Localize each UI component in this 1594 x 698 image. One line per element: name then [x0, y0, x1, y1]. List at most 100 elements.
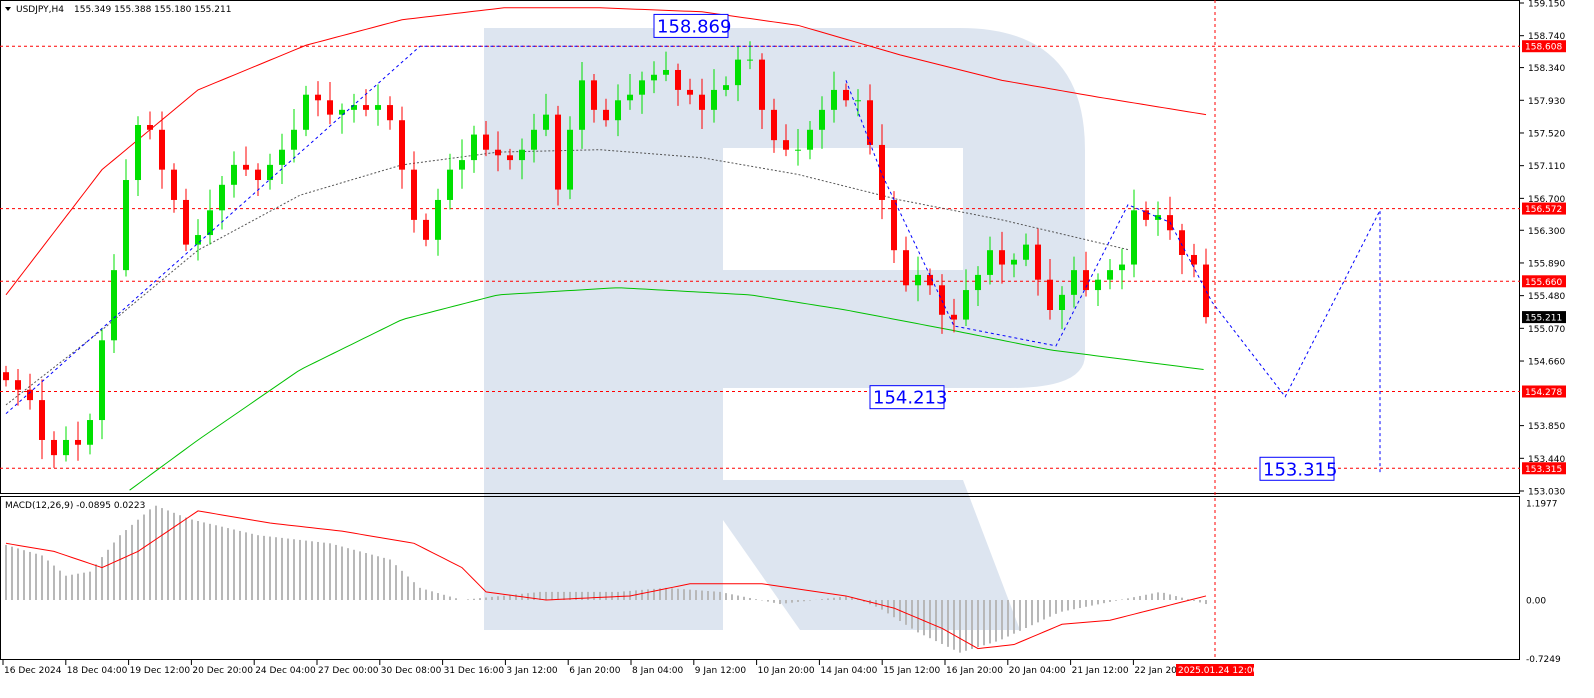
candle-body — [207, 210, 213, 236]
annotation-box — [1259, 456, 1335, 481]
candle — [723, 76, 729, 97]
macd-signal-line — [5, 510, 1207, 650]
candle-body — [927, 274, 933, 286]
candle-body — [1035, 244, 1041, 280]
candle-body — [687, 89, 693, 95]
candle-body — [807, 129, 813, 150]
candle-body — [255, 169, 261, 181]
candle — [927, 268, 933, 295]
current-price-label: 155.211 — [1525, 314, 1562, 324]
candle-body — [531, 129, 537, 150]
candle — [315, 81, 321, 117]
collapse-triangle-icon[interactable] — [5, 7, 11, 11]
price-tick-label: 153.850 — [1528, 422, 1565, 432]
time-tick-label: 10 Jan 20:00 — [758, 666, 815, 676]
candle-body — [1047, 279, 1053, 310]
candle — [1011, 253, 1017, 278]
time-tick-label: 14 Jan 04:00 — [820, 666, 877, 676]
candle — [639, 71, 645, 114]
candle-body — [1011, 259, 1017, 265]
candle-body — [363, 105, 369, 110]
candle-body — [315, 94, 321, 101]
candle-body — [495, 149, 501, 156]
candle-body — [915, 274, 921, 286]
candle-body — [87, 420, 93, 445]
candle-body — [243, 164, 249, 170]
candle — [1035, 228, 1041, 296]
annotation-box — [653, 13, 729, 38]
candle-body — [579, 80, 585, 130]
candle-body — [99, 340, 105, 421]
candle — [819, 96, 825, 149]
candle-body — [1095, 279, 1101, 291]
candle — [735, 46, 741, 102]
candle — [507, 148, 513, 170]
candle-body — [771, 109, 777, 141]
forecast-line — [5, 45, 852, 415]
candle — [711, 69, 717, 123]
candle — [399, 106, 405, 189]
level-price-tag — [1522, 40, 1566, 53]
candle — [3, 365, 9, 387]
time-tick-label: 16 Jan 20:00 — [946, 666, 1003, 676]
candle-body — [675, 69, 681, 90]
price-tick-label: 155.480 — [1528, 292, 1565, 302]
candle-body — [111, 270, 117, 341]
symbol-label: USDJPY,H4 — [16, 5, 64, 15]
candle — [519, 138, 525, 180]
candle-body — [39, 400, 45, 440]
candle-body — [123, 180, 129, 271]
candle — [543, 93, 549, 137]
candle-body — [507, 155, 513, 161]
candle — [699, 78, 705, 129]
candle — [1179, 223, 1185, 275]
candle-body — [1107, 270, 1113, 280]
current-time-label: 2025.01.24 12:00 — [1178, 666, 1259, 676]
candle — [531, 113, 537, 163]
level-price-label: 153.315 — [1525, 465, 1562, 475]
candle — [423, 213, 429, 247]
candle — [999, 231, 1005, 284]
candle — [687, 78, 693, 105]
candle — [111, 254, 117, 354]
candle-body — [651, 74, 657, 81]
macd-tick-label: -0.7249 — [1526, 655, 1561, 665]
candle-body — [591, 80, 597, 110]
candle — [303, 85, 309, 137]
candle-body — [375, 105, 381, 110]
candle-body — [615, 100, 621, 121]
time-tick-label: 19 Dec 12:00 — [130, 666, 191, 676]
candle-body — [663, 69, 669, 75]
candle — [219, 176, 225, 230]
candle-body — [783, 140, 789, 150]
candle-body — [159, 129, 165, 170]
candle-body — [903, 250, 909, 286]
time-tick-label: 30 Dec 08:00 — [381, 666, 442, 676]
candle-body — [1071, 270, 1077, 295]
candle-body — [27, 389, 33, 401]
candle-body — [1023, 244, 1029, 260]
price-tick-label: 157.110 — [1528, 162, 1565, 172]
candle — [231, 151, 237, 198]
time-tick-label: 3 Jan 12:00 — [506, 666, 558, 676]
candle — [795, 128, 801, 166]
watermark-logo — [484, 28, 1085, 630]
candle — [675, 63, 681, 106]
macd-frame — [0, 496, 1520, 660]
candle — [855, 89, 861, 117]
candle-body — [447, 169, 453, 200]
candle-body — [291, 129, 297, 150]
time-tick-label: 15 Jan 12:00 — [883, 666, 940, 676]
candle — [459, 139, 465, 189]
candle-body — [1131, 210, 1137, 265]
candle — [843, 83, 849, 107]
annotation-label: 153.315 — [1263, 459, 1337, 480]
candle-body — [63, 439, 69, 456]
candle — [471, 125, 477, 173]
candle — [39, 379, 45, 460]
candle-body — [843, 89, 849, 101]
candle — [51, 431, 57, 468]
macd-indicator — [5, 505, 1207, 653]
time-tick-label: 27 Dec 00:00 — [318, 666, 379, 676]
